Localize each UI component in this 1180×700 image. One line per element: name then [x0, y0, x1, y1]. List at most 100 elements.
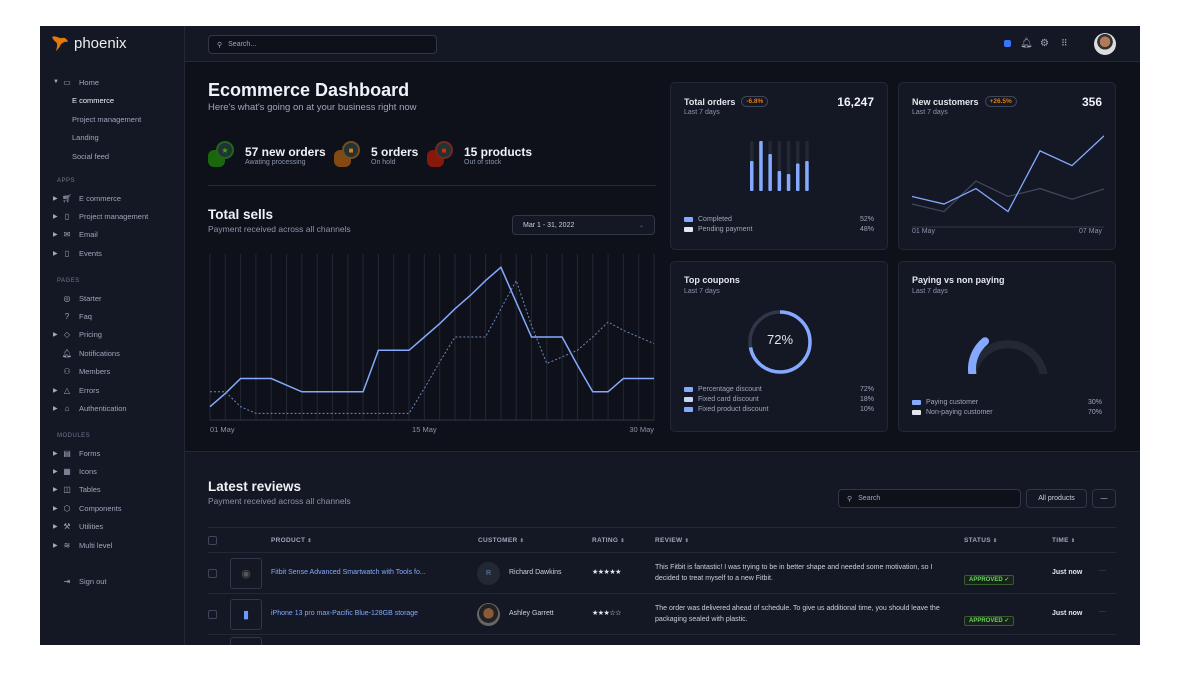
card-title: New customers — [912, 96, 979, 107]
sidebar-item-events[interactable]: ▶ ▯ Events — [53, 247, 178, 259]
donut-slice — [748, 310, 812, 374]
bar — [759, 141, 763, 191]
sidebar-item-faq[interactable]: ? Faq — [53, 310, 178, 322]
row-actions-icon[interactable]: — — [1099, 567, 1106, 574]
product-thumbnail[interactable]: ◉ — [230, 558, 262, 589]
column-header-customer[interactable]: CUSTOMER ⇕ — [478, 537, 524, 544]
sidebar-item-starter[interactable]: ◎ Starter — [53, 292, 178, 304]
customer-name[interactable]: Richard Dawkins — [509, 569, 562, 576]
row-checkbox[interactable] — [208, 610, 217, 619]
nav-label: Components — [79, 503, 122, 513]
column-header-status[interactable]: STATUS ⇕ — [964, 537, 997, 544]
status-label: APPROVED — [969, 577, 1003, 583]
legend-swatch — [684, 216, 693, 222]
caret-down-icon: ▼ — [53, 79, 59, 85]
gear-icon[interactable]: ⚙ — [1040, 38, 1049, 49]
legend-value: 72% — [859, 386, 874, 393]
sidebar-item-utilities[interactable]: ▶ ⚒ Utilities — [53, 521, 178, 533]
reviews-subtitle: Payment received across all channels — [208, 496, 351, 506]
series-line-solid — [209, 266, 654, 408]
sidebar-item-project-management[interactable]: ▶ ▯ Project management — [53, 210, 178, 222]
sign-out-button[interactable]: ⇥ Sign out — [53, 575, 178, 587]
logo[interactable]: phoenix — [50, 34, 127, 52]
sidebar-subitem[interactable]: Project management — [72, 113, 197, 125]
customer-name[interactable]: Ashley Garrett — [509, 610, 554, 617]
new-customers-chart — [912, 135, 1104, 228]
divider — [208, 527, 1116, 528]
page-title: Ecommerce Dashboard — [208, 80, 410, 100]
sidebar-subitem[interactable]: E commerce — [72, 95, 197, 107]
total-sells-title: Total sells — [208, 207, 274, 222]
row-checkbox[interactable] — [208, 569, 217, 578]
donut-center-label: 72% — [766, 332, 794, 347]
legend-value: 70% — [1087, 409, 1102, 416]
legend-swatch — [912, 399, 921, 405]
product-link[interactable]: iPhone 13 pro max-Pacific Blue-128GB sto… — [271, 610, 419, 617]
column-header-time[interactable]: TIME ⇕ — [1052, 537, 1075, 544]
caret-right-icon: ▶ — [53, 232, 58, 239]
sidebar-item-authentication[interactable]: ▶ ⌂ Authentication — [53, 402, 178, 414]
legend-value: 18% — [859, 396, 874, 403]
sidebar-item-forms[interactable]: ▶ ▤ Forms — [53, 447, 178, 459]
paying-card: Paying vs non paying Last 7 days Paying … — [898, 261, 1116, 432]
sidebar-item-pricing[interactable]: ▶ ◇ Pricing — [53, 329, 178, 341]
sidebar-item-errors[interactable]: ▶ △ Errors — [53, 384, 178, 396]
global-search-input[interactable]: ⚲ Search... — [208, 35, 437, 54]
sort-icon: ⇕ — [1070, 538, 1076, 544]
row-actions-icon[interactable]: — — [1099, 608, 1106, 615]
legend-item: Pending payment 48% — [684, 226, 874, 233]
total-sells-chart: 01 May 15 May 30 May — [209, 254, 655, 434]
sidebar-item-email[interactable]: ▶ ✉ Email — [53, 229, 178, 241]
all-products-button[interactable]: All products — [1026, 489, 1087, 508]
date-range-select[interactable]: Mar 1 - 31, 2022 ⌄ — [512, 215, 655, 235]
sidebar-item-e-commerce[interactable]: ▶ 🛒︎ E commerce — [53, 192, 178, 204]
legend-item: Paying customer 30% — [912, 399, 1102, 406]
change-badge: -6.8% — [741, 96, 769, 107]
reviews-section: Latest reviews Payment received across a… — [185, 451, 1140, 645]
user-avatar[interactable] — [1094, 33, 1116, 55]
sidebar-item-notifications[interactable]: 🔔︎ Notifications — [53, 347, 178, 359]
sidebar-subitem[interactable]: Social feed — [72, 150, 197, 162]
rating-stars: ★★★★★ — [592, 569, 621, 576]
clipboard-icon: ▯ — [64, 248, 70, 258]
more-button[interactable]: — — [1092, 489, 1116, 508]
card-value: 356 — [1081, 95, 1102, 109]
column-header-review[interactable]: REVIEW ⇕ — [655, 537, 689, 544]
sidebar-item-members[interactable]: ⚇ Members — [53, 366, 178, 378]
sidebar-item-tables[interactable]: ▶ ◫ Tables — [53, 484, 178, 496]
product-link[interactable]: Fitbit Sense Advanced Smartwatch with To… — [271, 569, 426, 576]
legend-item: Fixed product discount 10% — [684, 406, 874, 413]
column-header-rating[interactable]: RATING ⇕ — [592, 537, 625, 544]
sidebar-item-home[interactable]: ▼ ▭ Home — [53, 76, 178, 88]
grid-icon: ▦ — [63, 466, 71, 476]
home-icon: ▭ — [63, 77, 71, 87]
file-text-icon: ▤ — [63, 448, 71, 458]
legend-label: Fixed card discount — [698, 396, 759, 403]
card-period: Last 7 days — [684, 109, 720, 116]
product-thumbnail[interactable]: ▮ — [230, 599, 262, 630]
top-coupons-card: Top coupons Last 7 days 72% Percentage d… — [670, 261, 888, 432]
select-all-checkbox[interactable] — [208, 536, 217, 545]
legend-swatch — [684, 386, 693, 392]
product-thumbnail[interactable] — [230, 637, 262, 645]
nav-label: Members — [79, 367, 111, 377]
column-label: CUSTOMER — [478, 537, 518, 544]
legend-label: Completed — [698, 216, 732, 223]
apps-grid-icon[interactable]: ⠿ — [1061, 38, 1068, 48]
lock-icon: ⌂ — [64, 403, 70, 413]
x-tick-label: 01 May — [912, 228, 935, 235]
stat-icon: ★ — [208, 141, 238, 169]
sidebar-subitem[interactable]: Landing — [72, 132, 197, 144]
theme-toggle-icon[interactable] — [1004, 40, 1011, 47]
bar — [777, 171, 782, 191]
sidebar-item-multi-level[interactable]: ▶ ≋ Multi level — [53, 539, 178, 551]
gauge-fill — [968, 337, 990, 374]
legend-value: 52% — [859, 216, 874, 223]
sidebar-item-components[interactable]: ▶ ⬡ Components — [53, 502, 178, 514]
reviews-search-input[interactable]: ⚲ Search — [838, 489, 1021, 508]
column-header-product[interactable]: PRODUCT ⇕ — [271, 537, 312, 544]
rating-stars: ★★★☆☆ — [592, 610, 621, 617]
bell-icon[interactable]: 🔔︎ — [1020, 38, 1033, 49]
sidebar-item-icons[interactable]: ▶ ▦ Icons — [53, 465, 178, 477]
nav-label: Project management — [72, 114, 142, 124]
